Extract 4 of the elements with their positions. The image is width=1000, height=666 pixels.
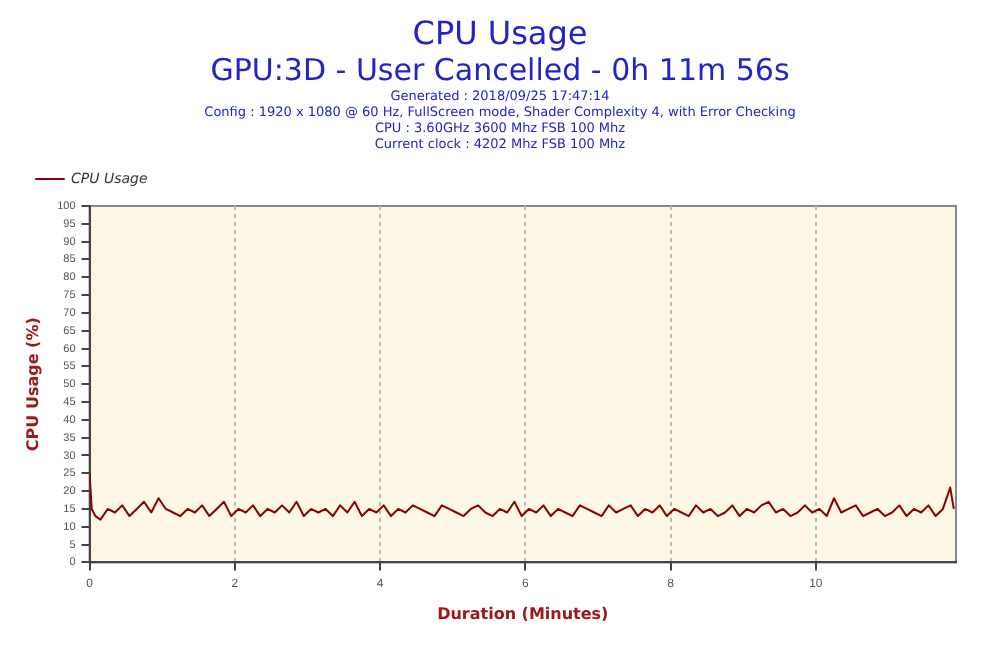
x-axis-title: Duration (Minutes): [437, 604, 609, 623]
y-axis-title: CPU Usage (%): [23, 317, 42, 452]
chart-title: CPU Usage: [410, 14, 590, 52]
chart-subtitle: GPU:3D - User Cancelled - 0h 11m 56s: [208, 52, 792, 88]
